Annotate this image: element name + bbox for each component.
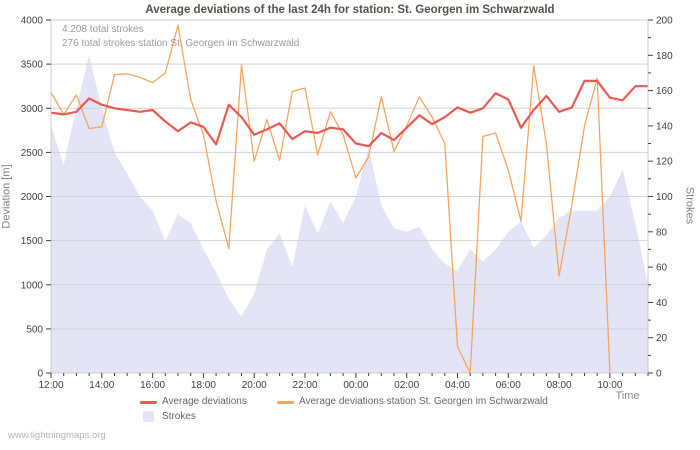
y-right-tick-label: 200 [656,16,673,27]
x-tick-label: 00:00 [343,380,368,391]
right-axis-title: Strokes [683,186,696,225]
legend-swatch-station-deviations [277,401,294,404]
y-left-tick-label: 2000 [21,192,44,203]
y-right-tick-label: 40 [656,298,668,309]
y-left-tick-label: 0 [37,369,43,380]
x-tick-label: 06:00 [496,380,521,391]
legend-label-station-deviations: Average deviations station St. Georgen i… [299,396,548,407]
x-tick-label: 08:00 [547,380,572,391]
x-tick-label: 18:00 [191,380,216,391]
y-left-tick-label: 3500 [21,60,44,71]
x-tick-label: 10:00 [597,380,622,391]
y-right-tick-label: 180 [656,51,673,62]
y-right-tick-label: 120 [656,157,673,168]
x-axis-title: Time [615,390,640,402]
y-right-tick-label: 0 [656,369,662,380]
x-tick-label: 20:00 [242,380,267,391]
x-tick-label: 16:00 [140,380,165,391]
legend-swatch-average-deviations [140,401,157,404]
x-tick-label: 14:00 [89,380,114,391]
x-tick-label: 02:00 [394,380,419,391]
legend-label-average-deviations: Average deviations [162,396,247,407]
average-deviations-line [50,79,648,148]
y-right-tick-label: 160 [656,86,673,97]
y-left-tick-label: 3000 [21,104,44,115]
x-tick-label: 04:00 [445,380,470,391]
y-right-tick-label: 20 [656,333,668,344]
left-axis-title: Deviation [m] [0,164,13,229]
y-right-tick-label: 140 [656,121,673,132]
x-tick-label: 12:00 [38,380,63,391]
y-right-tick-label: 80 [656,227,668,238]
y-left-tick-label: 1500 [21,236,44,247]
chart-title: Average deviations of the last 24h for s… [145,4,555,16]
y-right-tick-label: 100 [656,192,673,203]
station-deviations-line [50,24,611,374]
strokes-area [51,55,648,374]
y-left-tick-label: 1000 [21,280,44,291]
total-strokes-annotation: 4.208 total strokes [62,24,144,35]
y-left-tick-label: 500 [26,324,43,335]
y-left-tick-label: 2500 [21,148,44,159]
y-right-tick-label: 60 [656,263,668,274]
x-tick-label: 22:00 [293,380,318,391]
station-total-strokes-annotation: 276 total strokes station St. Georgen im… [62,38,300,49]
legend-label-strokes: Strokes [162,411,196,422]
y-left-tick-label: 4000 [21,16,44,27]
legend-swatch-strokes [143,411,154,422]
watermark: www.lightningmaps.org [8,430,106,441]
